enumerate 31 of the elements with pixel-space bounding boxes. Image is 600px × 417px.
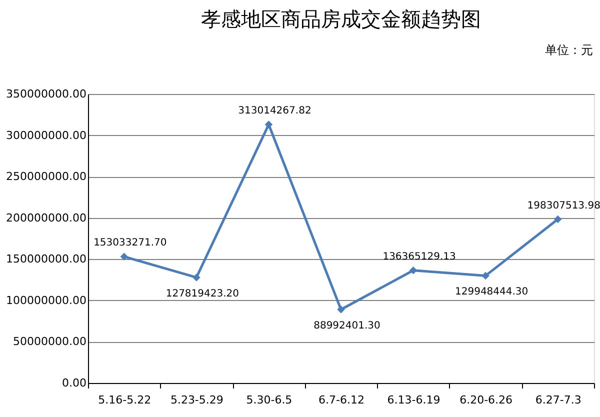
x-tick-label: 5.30-6.5 bbox=[246, 394, 292, 406]
point bbox=[264, 120, 273, 128]
y-tick-label: 350000000.00 bbox=[6, 88, 86, 100]
y-tick-label: 300000000.00 bbox=[6, 128, 86, 142]
point bbox=[337, 306, 345, 314]
text: 单位：元 bbox=[545, 43, 593, 57]
y-tick-label: 0.00 bbox=[62, 376, 86, 390]
y-tick-label: 250000000.00 bbox=[6, 170, 86, 184]
y-tick-label: 100000000.00 bbox=[6, 294, 86, 307]
text: 136365129.13 bbox=[382, 251, 456, 262]
x-tick-label: 6.20-6.26 bbox=[460, 394, 513, 406]
text: 198307513.98 bbox=[527, 200, 600, 212]
y-tick-label: 150000000.00 bbox=[6, 252, 86, 266]
x-tick-label: 5.16-5.22 bbox=[98, 394, 152, 406]
text: 313014267.82 bbox=[238, 106, 312, 117]
text: 153033271.70 bbox=[94, 238, 167, 249]
y-tick-label: 200000000.00 bbox=[6, 211, 86, 224]
text: 129948444.30 bbox=[454, 286, 528, 298]
text: 127819423.20 bbox=[166, 288, 240, 300]
x-tick-label: 6.7-6.12 bbox=[318, 394, 364, 406]
point bbox=[554, 215, 562, 224]
text: 88992401.30 bbox=[314, 320, 380, 332]
x-tick-label: 6.27-7.3 bbox=[535, 394, 582, 406]
y-tick-label: 50000000.00 bbox=[13, 335, 86, 348]
chart-title: 孝感地区商品房成交金额趋势图 bbox=[201, 7, 481, 31]
x-tick-label: 6.13-6.19 bbox=[387, 394, 440, 406]
point bbox=[192, 274, 200, 282]
x-tick-label: 5.23-5.29 bbox=[170, 394, 224, 406]
point bbox=[482, 272, 490, 280]
point bbox=[120, 252, 128, 261]
point bbox=[409, 266, 418, 274]
